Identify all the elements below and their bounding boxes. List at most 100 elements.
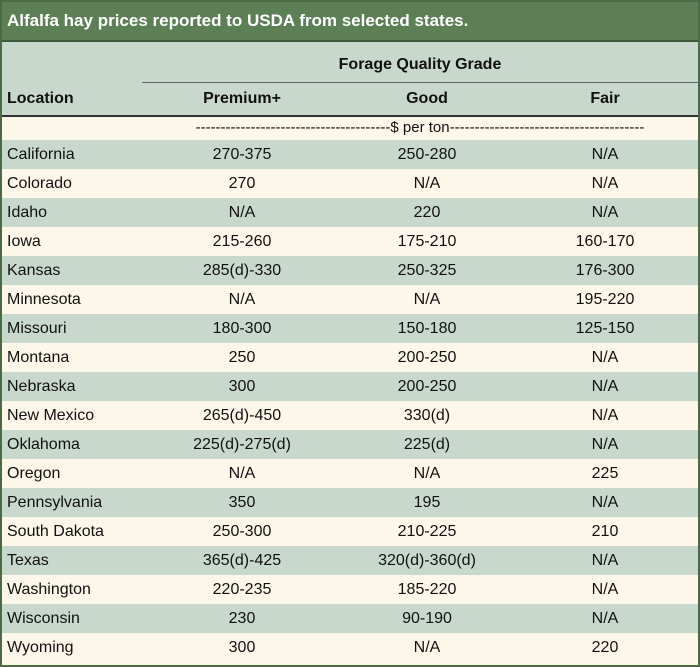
cell-fair: 160-170 — [575, 232, 635, 250]
cell-location: Wisconsin — [7, 609, 80, 627]
cell-premium: 270 — [228, 174, 256, 192]
cell-good: 225(d) — [403, 435, 451, 453]
column-header-location: Location — [7, 90, 74, 107]
cell-fair: 220 — [591, 638, 619, 656]
table-row: Wisconsin 230 90-190 N/A — [2, 604, 698, 633]
cell-location: Minnesota — [7, 290, 81, 308]
group-divider — [142, 82, 698, 83]
table-header: Forage Quality Grade Location Premium+ G… — [2, 42, 698, 115]
cell-fair: 176-300 — [575, 261, 635, 279]
cell-good: 150-180 — [397, 319, 457, 337]
cell-location: Montana — [7, 348, 70, 366]
cell-good: 250-280 — [397, 145, 457, 163]
cell-location: Colorado — [7, 174, 72, 192]
column-header-fair: Fair — [590, 90, 620, 107]
cell-premium: 300 — [228, 638, 256, 656]
cell-fair: N/A — [591, 406, 619, 424]
cell-premium: 220-235 — [212, 580, 272, 598]
cell-good: N/A — [413, 174, 441, 192]
cell-good: N/A — [413, 464, 441, 482]
cell-good: N/A — [413, 290, 441, 308]
cell-good: 330(d) — [403, 406, 451, 424]
cell-premium: 265(d)-450 — [202, 406, 282, 424]
cell-fair: 195-220 — [575, 290, 635, 308]
table-row: Oklahoma 225(d)-275(d) 225(d) N/A — [2, 430, 698, 459]
cell-good: N/A — [413, 638, 441, 656]
cell-premium: 230 — [228, 609, 256, 627]
table-row: Iowa 215-260 175-210 160-170 — [2, 227, 698, 256]
cell-location: Pennsylvania — [7, 493, 103, 511]
cell-fair: N/A — [591, 377, 619, 395]
table-row: Minnesota N/A N/A 195-220 — [2, 285, 698, 314]
table-row: Nebraska 300 200-250 N/A — [2, 372, 698, 401]
cell-location: Washington — [7, 580, 91, 598]
cell-premium: 250 — [228, 348, 256, 366]
cell-fair: N/A — [591, 609, 619, 627]
table-title: Alfalfa hay prices reported to USDA from… — [2, 2, 698, 42]
cell-premium: N/A — [228, 203, 256, 221]
cell-premium: N/A — [228, 290, 256, 308]
table-row: South Dakota 250-300 210-225 210 — [2, 517, 698, 546]
cell-good: 175-210 — [397, 232, 457, 250]
table-row: Washington 220-235 185-220 N/A — [2, 575, 698, 604]
cell-location: Missouri — [7, 319, 67, 337]
table-row: Missouri 180-300 150-180 125-150 — [2, 314, 698, 343]
table-row: Idaho N/A 220 N/A — [2, 198, 698, 227]
cell-location: Iowa — [7, 232, 41, 250]
cell-premium: 250-300 — [212, 522, 272, 540]
cell-location: Wyoming — [7, 638, 74, 656]
cell-fair: N/A — [591, 348, 619, 366]
table-row: California 270-375 250-280 N/A — [2, 140, 698, 169]
cell-fair: N/A — [591, 203, 619, 221]
cell-premium: N/A — [228, 464, 256, 482]
cell-fair: 210 — [591, 522, 619, 540]
table-row: Pennsylvania 350 195 N/A — [2, 488, 698, 517]
cell-good: 250-325 — [397, 261, 457, 279]
cell-location: New Mexico — [7, 406, 95, 424]
cell-location: Texas — [7, 551, 49, 569]
table-row: Texas 365(d)-425 320(d)-360(d) N/A — [2, 546, 698, 575]
cell-location: California — [7, 145, 75, 163]
cell-fair: N/A — [591, 580, 619, 598]
table-body: California 270-375 250-280 N/A Colorado 270 N/… — [2, 140, 698, 662]
table-row: Kansas 285(d)-330 250-325 176-300 — [2, 256, 698, 285]
cell-premium: 365(d)-425 — [202, 551, 282, 569]
cell-fair: N/A — [591, 174, 619, 192]
cell-location: Nebraska — [7, 377, 76, 395]
cell-good: 90-190 — [402, 609, 452, 627]
table-row: Oregon N/A N/A 225 — [2, 459, 698, 488]
cell-good: 210-225 — [397, 522, 457, 540]
cell-fair: N/A — [591, 493, 619, 511]
cell-premium: 300 — [228, 377, 256, 395]
cell-fair: N/A — [591, 551, 619, 569]
cell-premium: 350 — [228, 493, 256, 511]
cell-premium: 225(d)-275(d) — [193, 435, 291, 453]
cell-good: 220 — [413, 203, 441, 221]
cell-fair: N/A — [591, 435, 619, 453]
cell-good: 185-220 — [397, 580, 457, 598]
cell-location: Kansas — [7, 261, 61, 279]
cell-location: Oregon — [7, 464, 61, 482]
table-row: New Mexico 265(d)-450 330(d) N/A — [2, 401, 698, 430]
cell-fair: 225 — [591, 464, 619, 482]
cell-good: 320(d)-360(d) — [378, 551, 476, 569]
cell-premium: 270-375 — [212, 145, 272, 163]
cell-premium: 180-300 — [212, 319, 272, 337]
cell-location: South Dakota — [7, 522, 104, 540]
cell-premium: 285(d)-330 — [202, 261, 282, 279]
table-row: Montana 250 200-250 N/A — [2, 343, 698, 372]
unit-label: ---------------------------------------$… — [195, 119, 645, 136]
column-header-premium: Premium+ — [203, 90, 281, 107]
table-row: Colorado 270 N/A N/A — [2, 169, 698, 198]
cell-fair: N/A — [591, 145, 619, 163]
cell-good: 200-250 — [397, 348, 457, 366]
column-header-good: Good — [406, 90, 448, 107]
table-row: Wyoming 300 N/A 220 — [2, 633, 698, 662]
unit-row: ---------------------------------------$… — [2, 115, 698, 140]
cell-location: Idaho — [7, 203, 48, 221]
cell-premium: 215-260 — [212, 232, 272, 250]
cell-good: 195 — [413, 493, 441, 511]
cell-fair: 125-150 — [575, 319, 635, 337]
cell-good: 200-250 — [397, 377, 457, 395]
